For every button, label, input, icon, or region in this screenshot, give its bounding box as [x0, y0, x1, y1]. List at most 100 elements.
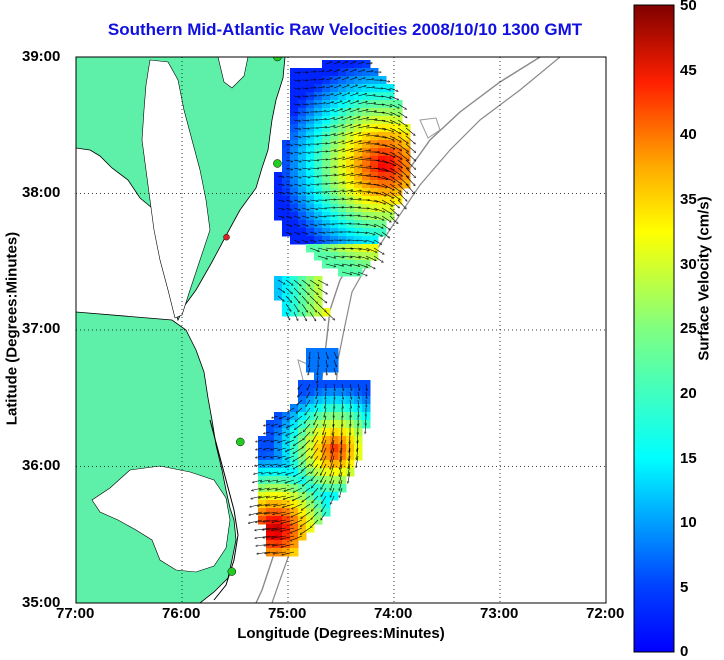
velocity-cell [266, 452, 275, 461]
velocity-cell [330, 100, 339, 109]
velocity-cell [338, 100, 347, 109]
velocity-cell [306, 380, 315, 389]
velocity-cell [322, 420, 331, 429]
velocity-cell [290, 404, 299, 413]
y-tick: 39:00 [22, 48, 60, 65]
velocity-cell [346, 68, 355, 77]
x-tick: 75:00 [268, 605, 306, 622]
velocity-cell [298, 460, 307, 469]
velocity-cell [338, 156, 347, 165]
velocity-cell [338, 164, 347, 173]
velocity-cell [306, 404, 315, 413]
velocity-cell [314, 444, 323, 453]
velocity-cell [282, 468, 291, 477]
velocity-cell [290, 476, 299, 485]
velocity-cell [306, 364, 315, 373]
velocity-cell [322, 92, 331, 101]
velocity-cell [330, 132, 339, 141]
x-tick: 76:00 [162, 605, 200, 622]
velocity-cell [298, 396, 307, 405]
velocity-cell [266, 428, 275, 437]
velocity-cell [330, 484, 339, 493]
velocity-cell [290, 492, 299, 501]
velocity-cell [298, 420, 307, 429]
velocity-cell [330, 60, 339, 69]
velocity-cell [258, 484, 267, 493]
velocity-cell [258, 500, 267, 509]
velocity-cell [322, 492, 331, 501]
velocity-cell [330, 116, 339, 125]
velocity-cell [258, 468, 267, 477]
velocity-cell [258, 460, 267, 469]
velocity-cell [330, 140, 339, 149]
velocity-cell [346, 76, 355, 85]
velocity-cell [314, 412, 323, 421]
velocity-cell [330, 156, 339, 165]
velocity-cell [330, 76, 339, 85]
colorbar-tick: 45 [680, 62, 697, 79]
velocity-cell [258, 436, 267, 445]
velocity-cell [290, 540, 299, 549]
velocity-cell [322, 60, 331, 69]
colorbar-tick: 20 [680, 385, 697, 402]
velocity-cell [274, 444, 283, 453]
velocity-cell [338, 140, 347, 149]
velocity-cell [354, 60, 363, 69]
velocity-cell [258, 508, 267, 517]
velocity-cell [338, 92, 347, 101]
velocity-cell [330, 124, 339, 133]
velocity-cell [346, 84, 355, 93]
velocity-cell [306, 444, 315, 453]
velocity-cell [354, 92, 363, 101]
velocity-cell [322, 124, 331, 133]
velocity-cell [306, 460, 315, 469]
velocity-cell [330, 92, 339, 101]
velocity-cell [322, 508, 331, 517]
velocity-cell [290, 548, 299, 557]
velocity-cell [282, 428, 291, 437]
velocity-cell [282, 476, 291, 485]
velocity-cell [274, 428, 283, 437]
velocity-cell [322, 68, 331, 77]
velocity-cell [338, 76, 347, 85]
velocity-cell [322, 412, 331, 421]
velocity-cell [290, 468, 299, 477]
velocity-cell [338, 484, 347, 493]
velocity-cell [298, 444, 307, 453]
velocity-cell [306, 468, 315, 477]
velocity-cell [330, 68, 339, 77]
station-marker [273, 159, 281, 167]
y-axis-label: Latitude (Degrees:Minutes) [4, 229, 21, 429]
velocity-cell [338, 60, 347, 69]
colorbar-tick: 35 [680, 191, 697, 208]
colorbar-label: Surface Velocity (cm/s) [696, 179, 713, 379]
velocity-cell [338, 68, 347, 77]
station-marker [228, 568, 236, 576]
colorbar-tick: 5 [680, 579, 688, 596]
colorbar-tick: 10 [680, 514, 697, 531]
velocity-cell [290, 500, 299, 509]
velocity-cell [274, 412, 283, 421]
velocity-cell [258, 492, 267, 501]
velocity-cell [354, 84, 363, 93]
velocity-cell [330, 84, 339, 93]
colorbar-tick: 30 [680, 256, 697, 273]
velocity-cell [298, 404, 307, 413]
velocity-cell [258, 452, 267, 461]
velocity-cell [346, 92, 355, 101]
velocity-cell [290, 460, 299, 469]
colorbar-tick: 0 [680, 643, 688, 660]
velocity-cell [266, 436, 275, 445]
velocity-cell [274, 436, 283, 445]
y-tick: 36:00 [22, 457, 60, 474]
velocity-cell [330, 460, 339, 469]
station-marker [224, 234, 230, 240]
velocity-cell [314, 436, 323, 445]
velocity-cell [306, 452, 315, 461]
x-tick: 73:00 [480, 605, 518, 622]
colorbar-tick: 25 [680, 320, 697, 337]
station-marker [236, 438, 244, 446]
velocity-cell [322, 452, 331, 461]
velocity-cell [330, 108, 339, 117]
